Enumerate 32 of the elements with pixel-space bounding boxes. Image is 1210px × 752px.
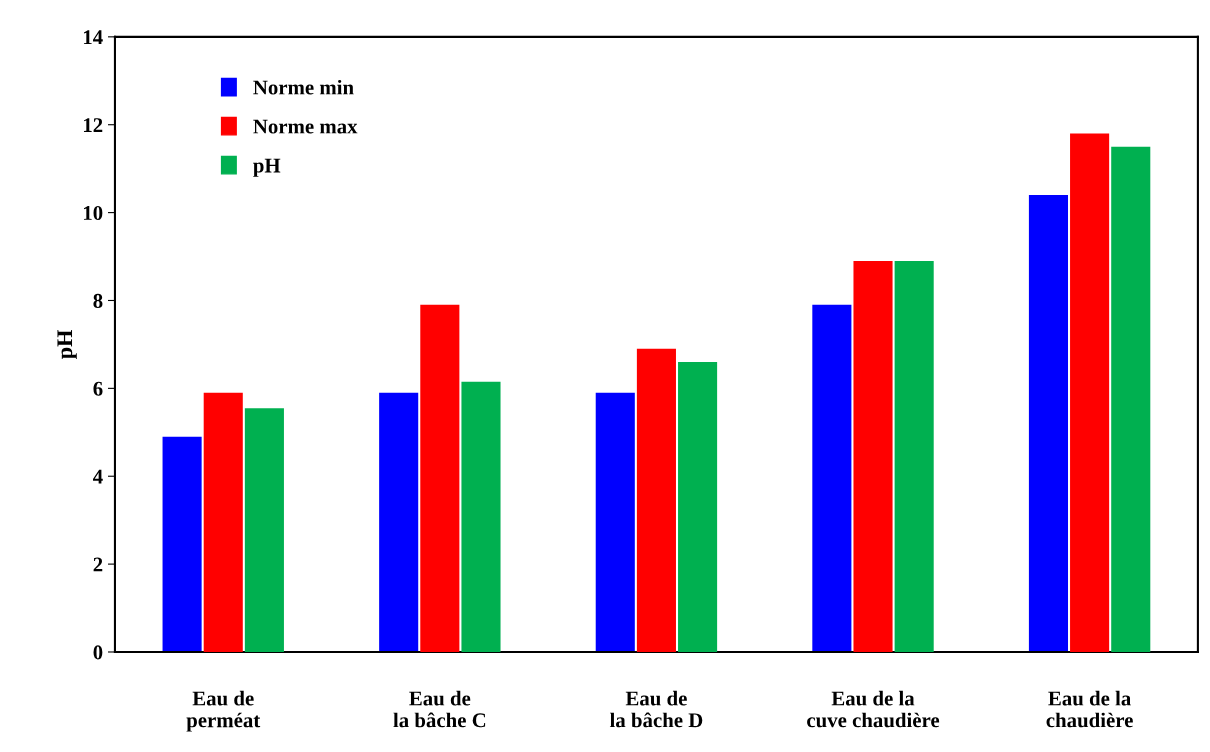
y-tick-label: 4 — [93, 469, 103, 484]
bar — [461, 381, 501, 652]
legend-label: Norme max — [253, 119, 358, 134]
y-tick-label: 2 — [93, 557, 103, 572]
x-tick-label: Eau de la chaudière — [1046, 690, 1133, 728]
x-tick-label: Eau de la bâche C — [393, 690, 486, 728]
bar — [203, 392, 243, 652]
bar — [595, 392, 635, 652]
bar — [379, 392, 419, 652]
bar — [162, 436, 202, 652]
y-tick-label: 10 — [83, 205, 103, 221]
x-tick-label: Eau de la cuve chaudière — [807, 690, 940, 728]
bar — [812, 304, 852, 652]
bar — [636, 348, 676, 652]
y-tick-label: 6 — [93, 381, 103, 396]
bar — [1111, 146, 1151, 652]
y-axis-title: pH — [57, 329, 77, 359]
y-tick-label: 14 — [83, 30, 103, 45]
legend-label: pH — [253, 158, 281, 177]
bar — [244, 408, 284, 652]
x-tick-label: Eau de la bâche D — [609, 690, 703, 728]
bar — [894, 260, 934, 652]
bar — [1070, 133, 1110, 652]
bar — [853, 260, 893, 652]
bar — [1028, 195, 1068, 652]
y-tick-label: 12 — [83, 118, 103, 132]
x-tick-label: Eau de perméat — [186, 690, 261, 732]
y-tick-label: 0 — [93, 645, 103, 660]
legend-label: Norme min — [253, 79, 354, 95]
bar — [420, 304, 460, 652]
y-tick-label: 8 — [93, 293, 103, 308]
bar — [678, 361, 718, 652]
